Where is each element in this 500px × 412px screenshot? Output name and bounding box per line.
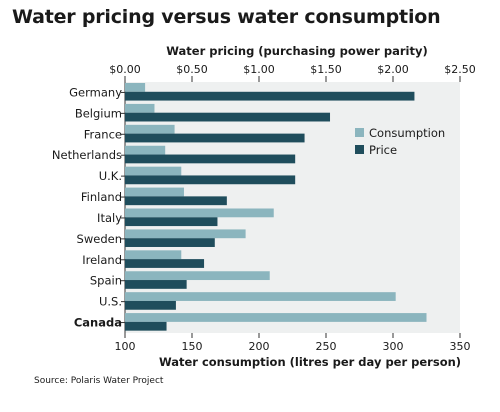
- price-bar: [125, 175, 296, 185]
- top-tick-label: $0.00: [109, 63, 141, 76]
- consumption-bar: [125, 124, 175, 134]
- price-bar: [125, 238, 215, 247]
- plot-area: [124, 82, 460, 333]
- consumption-bar: [125, 166, 182, 176]
- price-bar: [125, 112, 331, 122]
- bars-group: [125, 83, 427, 331]
- top-tick-label: $0.50: [176, 63, 208, 76]
- top-tick-label: $2.50: [444, 63, 476, 76]
- top-tick-label: $2.00: [377, 63, 409, 76]
- bottom-tick-label: 300: [383, 340, 404, 353]
- category-label: Belgium: [75, 106, 122, 120]
- consumption-bar: [125, 208, 274, 218]
- price-bar: [125, 217, 218, 227]
- legend-swatch: [355, 128, 364, 137]
- top-tick-label: $1.00: [243, 63, 275, 76]
- price-bar: [125, 259, 205, 268]
- source-note: Source: Polaris Water Project: [34, 376, 164, 386]
- bottom-tick-label: 350: [450, 340, 471, 353]
- bottom-tick-label: 150: [182, 340, 203, 353]
- price-bar: [125, 154, 296, 164]
- top-axis-label: Water pricing (purchasing power parity): [166, 44, 427, 58]
- category-label: Spain: [90, 274, 122, 288]
- consumption-bar: [125, 187, 184, 197]
- consumption-bar: [125, 83, 146, 92]
- category-label: U.K.: [99, 169, 122, 183]
- top-tick-label: $1.50: [310, 63, 342, 76]
- consumption-bar: [125, 229, 246, 239]
- price-bar: [125, 300, 176, 310]
- plot-background: [125, 82, 460, 333]
- category-label: Canada: [74, 316, 122, 330]
- category-label: France: [84, 127, 122, 141]
- category-label: Netherlands: [52, 148, 122, 162]
- price-bar: [125, 321, 167, 331]
- category-label: Finland: [81, 190, 122, 204]
- category-label: Sweden: [77, 232, 122, 246]
- top-axis: $0.00 $0.50 $1.00 $1.50 $2.00 $2.50: [109, 63, 476, 82]
- category-label: Italy: [97, 211, 122, 225]
- price-bar: [125, 196, 227, 206]
- bottom-tick-label: 100: [115, 340, 136, 353]
- chart-title: Water pricing versus water consumption: [12, 6, 441, 28]
- consumption-bar: [125, 145, 166, 155]
- price-bar: [125, 133, 305, 143]
- bottom-tick-label: 250: [316, 340, 337, 353]
- bottom-tick-label: 200: [249, 340, 270, 353]
- consumption-bar: [125, 292, 396, 301]
- category-label: Germany: [69, 85, 122, 99]
- consumption-bar: [125, 271, 270, 281]
- category-labels: Germany Belgium France Netherlands U.K. Finla…: [52, 85, 125, 330]
- bottom-axis-label: Water consumption (litres per day per pe…: [159, 355, 461, 369]
- price-bar: [125, 280, 187, 289]
- legend-label: Consumption: [369, 126, 445, 140]
- price-bar: [125, 91, 415, 101]
- legend-swatch: [355, 145, 364, 154]
- consumption-bar: [125, 313, 427, 322]
- legend: Consumption Price: [355, 126, 445, 157]
- legend-label: Price: [369, 143, 397, 157]
- bottom-axis: 100 150 200 250 300 350: [115, 333, 471, 353]
- consumption-bar: [125, 103, 155, 113]
- category-label: Ireland: [82, 253, 122, 267]
- consumption-bar: [125, 250, 182, 260]
- category-label: U.S.: [99, 295, 122, 309]
